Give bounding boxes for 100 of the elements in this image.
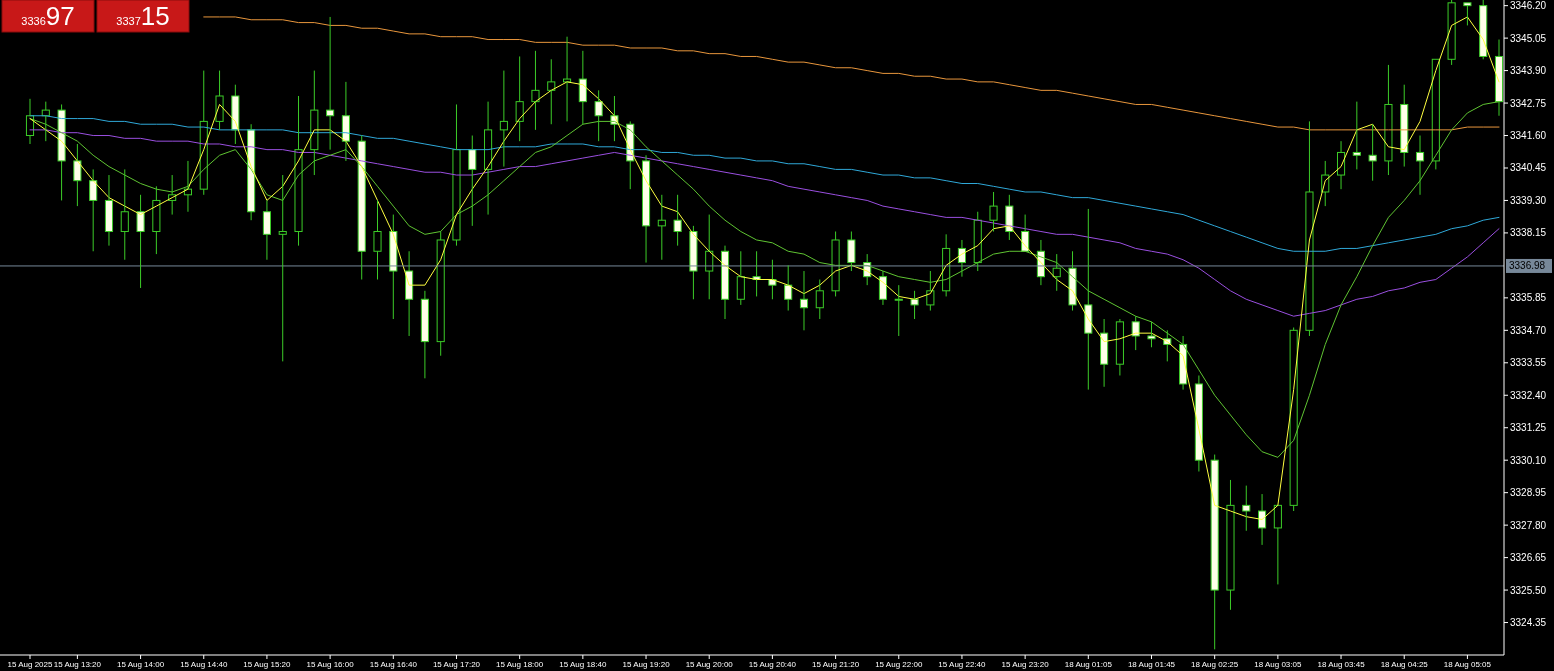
- candlestick: [436, 231, 445, 357]
- x-tick-label: 15 Aug 16:40: [369, 660, 418, 669]
- y-tick-label: 3331.25: [1510, 422, 1547, 434]
- x-tick-label: 18 Aug 04:25: [1380, 660, 1429, 669]
- y-tick-label: 3324.35: [1510, 617, 1547, 629]
- candlestick: [641, 154, 651, 264]
- y-tick-label: 3333.55: [1510, 357, 1547, 369]
- candlestick: [1400, 84, 1409, 168]
- candlestick: [1068, 250, 1077, 312]
- candlestick: [215, 70, 224, 131]
- candlestick: [120, 168, 129, 261]
- candlestick: [1447, 0, 1456, 66]
- candlestick: [515, 55, 524, 142]
- y-tick-label: 3327.80: [1510, 519, 1547, 531]
- y-tick-label: 3334.70: [1510, 324, 1547, 336]
- y-tick-label: 3339.30: [1510, 194, 1547, 206]
- x-tick-label: 15 Aug 22:40: [938, 660, 987, 669]
- candlestick: [784, 264, 793, 312]
- candlestick: [1258, 493, 1267, 546]
- candlestick: [294, 95, 303, 247]
- x-tick-label: 18 Aug 03:45: [1317, 660, 1366, 669]
- candlestick: [152, 185, 161, 255]
- y-tick-label: 3341.60: [1510, 130, 1547, 142]
- candlestick: [1226, 479, 1235, 611]
- candlestick: [547, 58, 556, 125]
- y-tick-label: 3345.05: [1510, 32, 1547, 44]
- x-tick-label: 15 Aug 14:00: [116, 660, 165, 669]
- x-tick-label: 18 Aug 03:05: [1254, 660, 1302, 669]
- candlestick: [389, 214, 398, 320]
- candlestick: [989, 191, 998, 233]
- candlestick: [373, 199, 382, 280]
- candlestick: [1005, 194, 1014, 241]
- candlestick: [341, 81, 350, 162]
- y-tick-label: 3325.50: [1510, 584, 1547, 596]
- x-tick-label: 18 Aug 05:05: [1443, 660, 1492, 669]
- candlestick: [168, 174, 177, 216]
- candlestick: [73, 143, 82, 207]
- candlestick: [847, 231, 856, 272]
- candlestick: [57, 103, 66, 201]
- candlestick: [199, 70, 208, 196]
- candlestick: [720, 245, 730, 320]
- line-series: [203, 16, 1500, 131]
- x-tick-label: 15 Aug 2025: [7, 660, 54, 669]
- candlestick: [420, 290, 429, 379]
- x-tick-label: 15 Aug 20:40: [748, 660, 797, 669]
- x-tick-label: 15 Aug 16:00: [306, 660, 355, 669]
- x-tick-label: 15 Aug 20:00: [685, 660, 734, 669]
- x-tick-label: 15 Aug 14:40: [180, 660, 228, 669]
- candlestick: [910, 290, 919, 320]
- x-tick-label: 15 Aug 18:40: [559, 660, 607, 669]
- candlestick: [1052, 253, 1061, 292]
- y-tick-label: 3342.75: [1510, 97, 1547, 109]
- y-tick-label: 3335.85: [1510, 292, 1547, 304]
- candlestick: [689, 225, 698, 300]
- candlestick: [878, 270, 888, 306]
- candlestick: [1100, 318, 1109, 388]
- candlestick: [183, 160, 193, 213]
- candlestick: [736, 250, 745, 306]
- annotation: 333697: [21, 1, 75, 31]
- x-tick-label: 15 Aug 17:20: [432, 660, 481, 669]
- x-tick-label: 15 Aug 21:20: [812, 660, 860, 669]
- candlestick: [1131, 315, 1140, 351]
- y-tick-label: 3338.15: [1510, 227, 1547, 239]
- candlestick: [594, 89, 603, 142]
- candlestick: [1479, 0, 1488, 60]
- candlestick: [326, 16, 335, 151]
- y-tick-label: 3346.20: [1510, 0, 1547, 12]
- x-tick-label: 18 Aug 01:45: [1127, 660, 1176, 669]
- candlestick: [1115, 318, 1124, 376]
- candlestick: [89, 168, 98, 252]
- candlestick: [1352, 101, 1361, 170]
- y-tick-label: 3340.45: [1510, 162, 1547, 174]
- candlestick: [231, 84, 240, 145]
- candlestick: [25, 98, 35, 145]
- x-tick-label: 18 Aug 01:05: [1064, 660, 1113, 669]
- candlestick: [104, 174, 114, 247]
- candlestick: [531, 50, 540, 131]
- x-tick-label: 18 Aug 02:25: [1191, 660, 1239, 669]
- y-tick-label: 3343.90: [1510, 65, 1547, 77]
- candlestick: [578, 50, 587, 125]
- candlestick: [673, 194, 682, 247]
- candlestick: [262, 199, 271, 261]
- candlestick: [41, 101, 50, 142]
- candlestick: [1242, 485, 1251, 532]
- candlestick: [705, 214, 714, 300]
- ref-line-label: 3336.98: [1509, 260, 1546, 272]
- candlestick: [1384, 64, 1393, 176]
- candlestick: [499, 70, 508, 168]
- candlestick: [1305, 120, 1314, 337]
- candlestick: [310, 70, 319, 176]
- candlestick: [1368, 123, 1377, 182]
- candlestick: [405, 250, 414, 337]
- candlestick: [1084, 208, 1093, 391]
- candlestick: [657, 194, 666, 261]
- candlestick: [468, 135, 477, 227]
- x-tick-label: 15 Aug 19:20: [622, 660, 671, 669]
- x-tick-label: 15 Aug 18:00: [496, 660, 544, 669]
- candlestick: [1147, 321, 1156, 348]
- x-tick-label: 15 Aug 15:20: [243, 660, 292, 669]
- candlestick: [1194, 375, 1203, 472]
